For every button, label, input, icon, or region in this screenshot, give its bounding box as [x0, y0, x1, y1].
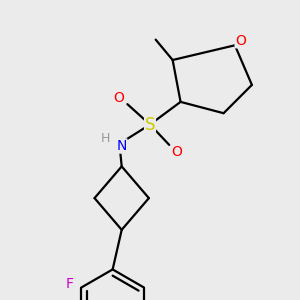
Text: N: N [116, 139, 127, 153]
Text: H: H [101, 132, 110, 145]
Text: O: O [235, 34, 246, 48]
Text: O: O [172, 145, 183, 159]
Text: S: S [145, 116, 155, 134]
Text: O: O [113, 92, 124, 106]
Text: F: F [66, 277, 74, 291]
